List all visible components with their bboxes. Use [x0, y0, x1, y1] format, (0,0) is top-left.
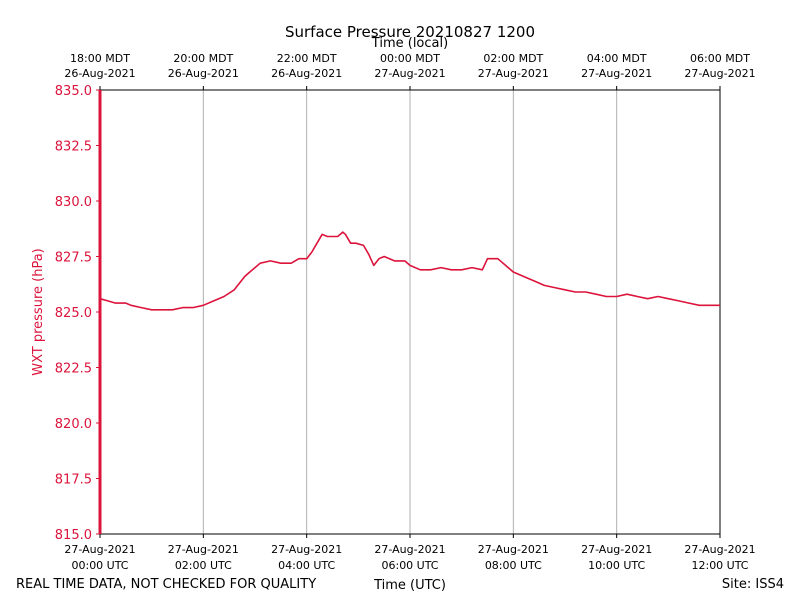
- x-bottom-tick-time: 00:00 UTC: [71, 559, 128, 572]
- x-bottom-tick-date: 27-Aug-2021: [478, 543, 549, 556]
- x-top-tick-date: 26-Aug-2021: [64, 67, 135, 80]
- y-tick-label: 820.0: [55, 417, 92, 432]
- chart-title: Surface Pressure 20210827 1200: [285, 23, 535, 41]
- x-bottom-tick-date: 27-Aug-2021: [168, 543, 239, 556]
- x-axis-top: 18:00 MDT 26-Aug-2021 20:00 MDT 26-Aug-2021…: [64, 52, 756, 90]
- x-top-tick-time: 04:00 MDT: [587, 52, 647, 65]
- x-top-tick-date: 27-Aug-2021: [581, 67, 652, 80]
- y-tick-label: 830.0: [55, 195, 92, 210]
- x-top-tick-time: 00:00 MDT: [380, 52, 440, 65]
- y-axis: 815.0 817.5 820.0 822.5 825.0 827.5 830.0 832.5…: [55, 84, 100, 543]
- x-top-tick-date: 27-Aug-2021: [478, 67, 549, 80]
- y-tick-label: 815.0: [55, 528, 92, 543]
- x-bottom-tick-date: 27-Aug-2021: [684, 543, 755, 556]
- x-axis-top-label: Time (local): [371, 36, 448, 51]
- x-bottom-tick-time: 12:00 UTC: [691, 559, 748, 572]
- quality-disclaimer: REAL TIME DATA, NOT CHECKED FOR QUALITY: [16, 577, 316, 592]
- y-tick-label: 832.5: [55, 140, 92, 155]
- x-bottom-tick-date: 27-Aug-2021: [374, 543, 445, 556]
- y-axis-label: WXT pressure (hPa): [31, 248, 46, 376]
- y-tick-label: 817.5: [55, 473, 92, 488]
- x-top-tick-time: 22:00 MDT: [277, 52, 337, 65]
- x-bottom-tick-date: 27-Aug-2021: [581, 543, 652, 556]
- x-top-tick-date: 27-Aug-2021: [374, 67, 445, 80]
- x-bottom-tick-time: 02:00 UTC: [175, 559, 232, 572]
- site-label: Site: ISS4: [722, 577, 784, 592]
- x-axis-bottom: 27-Aug-2021 00:00 UTC 27-Aug-2021 02:00 UTC…: [64, 534, 756, 572]
- x-bottom-tick-time: 04:00 UTC: [278, 559, 335, 572]
- x-bottom-tick-time: 10:00 UTC: [588, 559, 645, 572]
- x-top-tick-time: 18:00 MDT: [70, 52, 130, 65]
- x-axis-bottom-label: Time (UTC): [373, 578, 446, 593]
- grid-lines: [202, 90, 618, 534]
- x-top-tick-time: 20:00 MDT: [173, 52, 233, 65]
- y-tick-label: 835.0: [55, 84, 92, 99]
- x-top-tick-date: 26-Aug-2021: [168, 67, 239, 80]
- x-bottom-tick-time: 08:00 UTC: [485, 559, 542, 572]
- y-tick-label: 822.5: [55, 362, 92, 377]
- x-top-tick-date: 26-Aug-2021: [271, 67, 342, 80]
- x-bottom-tick-time: 06:00 UTC: [381, 559, 438, 572]
- x-top-tick-time: 02:00 MDT: [483, 52, 543, 65]
- x-bottom-tick-date: 27-Aug-2021: [271, 543, 342, 556]
- y-tick-label: 825.0: [55, 306, 92, 321]
- series-group: [99, 231, 720, 311]
- x-top-tick-time: 06:00 MDT: [690, 52, 750, 65]
- series-line-pressure: [99, 231, 720, 311]
- x-top-tick-date: 27-Aug-2021: [684, 67, 755, 80]
- y-tick-label: 827.5: [55, 251, 92, 266]
- x-bottom-tick-date: 27-Aug-2021: [64, 543, 135, 556]
